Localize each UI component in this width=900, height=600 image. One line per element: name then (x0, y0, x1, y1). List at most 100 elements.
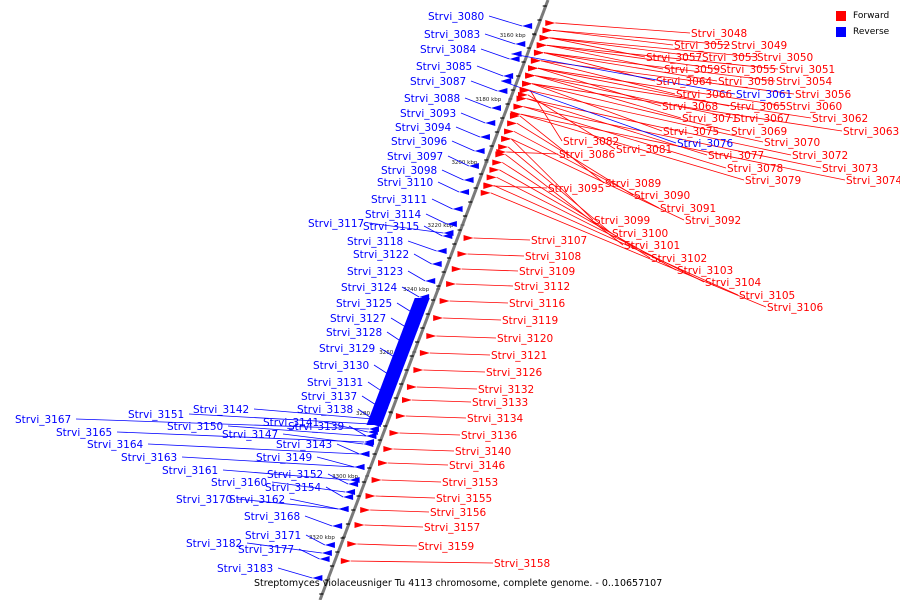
gene-label[interactable]: Strvi_3134 (467, 413, 524, 425)
gene-label[interactable]: Strvi_3146 (449, 460, 506, 472)
gene-label[interactable]: Strvi_3133 (472, 397, 528, 409)
gene-label[interactable]: Strvi_3093 (400, 108, 456, 120)
gene-label[interactable]: Strvi_3156 (430, 507, 487, 519)
gene-label[interactable]: Strvi_3165 (56, 427, 112, 439)
gene-label[interactable]: Strvi_3059 (664, 64, 720, 76)
gene-label[interactable]: Strvi_3139 (288, 421, 344, 433)
gene-label[interactable]: Strvi_3125 (336, 298, 392, 310)
gene-label[interactable]: Strvi_3128 (326, 327, 382, 339)
gene-label[interactable]: Strvi_3076 (677, 138, 734, 150)
gene-label[interactable]: Strvi_3080 (428, 11, 484, 23)
gene-label[interactable]: Strvi_3052 (674, 40, 730, 52)
gene-label[interactable]: Strvi_3071 (682, 113, 738, 125)
gene-label[interactable]: Strvi_3094 (395, 122, 452, 134)
gene-label[interactable]: Strvi_3136 (461, 430, 518, 442)
gene-label[interactable]: Strvi_3138 (297, 404, 353, 416)
gene-label[interactable]: Strvi_3150 (167, 421, 223, 433)
gene-label[interactable]: Strvi_3140 (455, 446, 511, 458)
gene-label[interactable]: Strvi_3099 (594, 215, 650, 227)
gene-label[interactable]: Strvi_3168 (244, 511, 300, 523)
gene-label[interactable]: Strvi_3081 (616, 144, 672, 156)
gene-label[interactable]: Strvi_3050 (757, 52, 813, 64)
gene-label[interactable]: Strvi_3103 (677, 265, 733, 277)
gene-label[interactable]: Strvi_3108 (525, 251, 581, 263)
gene-label[interactable]: Strvi_3085 (416, 61, 472, 73)
gene-label[interactable]: Strvi_3142 (193, 404, 249, 416)
gene-label[interactable]: Strvi_3170 (176, 494, 232, 506)
gene-label[interactable]: Strvi_3069 (731, 126, 787, 138)
gene-label[interactable]: Strvi_3155 (436, 493, 492, 505)
gene-label[interactable]: Strvi_3062 (812, 113, 868, 125)
gene-label[interactable]: Strvi_3106 (767, 302, 824, 314)
gene-label[interactable]: Strvi_3154 (265, 482, 322, 494)
gene-label[interactable]: Strvi_3167 (15, 414, 71, 426)
gene-label[interactable]: Strvi_3048 (691, 28, 747, 40)
gene-label[interactable]: Strvi_3096 (391, 136, 448, 148)
gene-label[interactable]: Strvi_3100 (612, 228, 668, 240)
gene-label[interactable]: Strvi_3183 (217, 563, 273, 575)
gene-label[interactable]: Strvi_3147 (222, 429, 278, 441)
gene-label[interactable]: Strvi_3131 (307, 377, 363, 389)
gene-label[interactable]: Strvi_3115 (363, 221, 419, 233)
gene-label[interactable]: Strvi_3143 (276, 439, 332, 451)
gene-label[interactable]: Strvi_3064 (656, 76, 713, 88)
gene-label[interactable]: Strvi_3078 (727, 163, 783, 175)
gene-label[interactable]: Strvi_3072 (792, 150, 848, 162)
gene-label[interactable]: Strvi_3177 (238, 544, 294, 556)
gene-label[interactable]: Strvi_3056 (795, 89, 852, 101)
gene-label[interactable]: Strvi_3118 (347, 236, 403, 248)
gene-label[interactable]: Strvi_3124 (341, 282, 398, 294)
gene-label[interactable]: Strvi_3065 (730, 101, 786, 113)
gene-label[interactable]: Strvi_3082 (563, 136, 619, 148)
gene-label[interactable]: Strvi_3126 (486, 367, 543, 379)
gene-label[interactable]: Strvi_3055 (720, 64, 776, 76)
gene-label[interactable]: Strvi_3127 (330, 313, 386, 325)
gene-label[interactable]: Strvi_3083 (424, 29, 480, 41)
gene-label[interactable]: Strvi_3054 (776, 76, 833, 88)
gene-label[interactable]: Strvi_3091 (660, 203, 716, 215)
gene-label[interactable]: Strvi_3164 (87, 439, 144, 451)
gene-label[interactable]: Strvi_3098 (381, 165, 437, 177)
gene-label[interactable]: Strvi_3117 (308, 218, 364, 230)
gene-label[interactable]: Strvi_3097 (387, 151, 443, 163)
gene-label[interactable]: Strvi_3095 (548, 183, 604, 195)
gene-label[interactable]: Strvi_3073 (822, 163, 878, 175)
gene-label[interactable]: Strvi_3084 (420, 44, 477, 56)
gene-label[interactable]: Strvi_3153 (442, 477, 498, 489)
gene-label[interactable]: Strvi_3074 (846, 175, 900, 187)
gene-label[interactable]: Strvi_3158 (494, 558, 550, 570)
gene-label[interactable]: Strvi_3058 (718, 76, 774, 88)
gene-label[interactable]: Strvi_3077 (708, 150, 764, 162)
gene-label[interactable]: Strvi_3157 (424, 522, 480, 534)
gene-label[interactable]: Strvi_3129 (319, 343, 375, 355)
gene-label[interactable]: Strvi_3121 (491, 350, 547, 362)
gene-label[interactable]: Strvi_3090 (634, 190, 690, 202)
gene-label[interactable]: Strvi_3162 (229, 494, 285, 506)
gene-label[interactable]: Strvi_3061 (736, 89, 792, 101)
gene-label[interactable]: Strvi_3130 (313, 360, 369, 372)
gene-label[interactable]: Strvi_3159 (418, 541, 474, 553)
gene-label[interactable]: Strvi_3060 (786, 101, 842, 113)
gene-label[interactable]: Strvi_3163 (121, 452, 177, 464)
gene-label[interactable]: Strvi_3051 (779, 64, 835, 76)
gene-label[interactable]: Strvi_3151 (128, 409, 184, 421)
gene-label[interactable]: Strvi_3086 (559, 149, 616, 161)
gene-label[interactable]: Strvi_3160 (211, 477, 267, 489)
gene-label[interactable]: Strvi_3102 (651, 253, 707, 265)
gene-label[interactable]: Strvi_3088 (404, 93, 460, 105)
gene-label[interactable]: Strvi_3066 (676, 89, 733, 101)
gene-label[interactable]: Strvi_3057 (646, 52, 702, 64)
gene-label[interactable]: Strvi_3149 (256, 452, 312, 464)
gene-label[interactable]: Strvi_3119 (502, 315, 558, 327)
gene-label[interactable]: Strvi_3070 (764, 137, 820, 149)
gene-label[interactable]: Strvi_3116 (509, 298, 566, 310)
gene-label[interactable]: Strvi_3104 (705, 277, 762, 289)
gene-label[interactable]: Strvi_3105 (739, 290, 795, 302)
gene-label[interactable]: Strvi_3087 (410, 76, 466, 88)
gene-label[interactable]: Strvi_3107 (531, 235, 587, 247)
gene-label[interactable]: Strvi_3109 (519, 266, 575, 278)
gene-label[interactable]: Strvi_3161 (162, 465, 218, 477)
gene-label[interactable]: Strvi_3141 (263, 417, 319, 429)
gene-label[interactable]: Strvi_3123 (347, 266, 403, 278)
